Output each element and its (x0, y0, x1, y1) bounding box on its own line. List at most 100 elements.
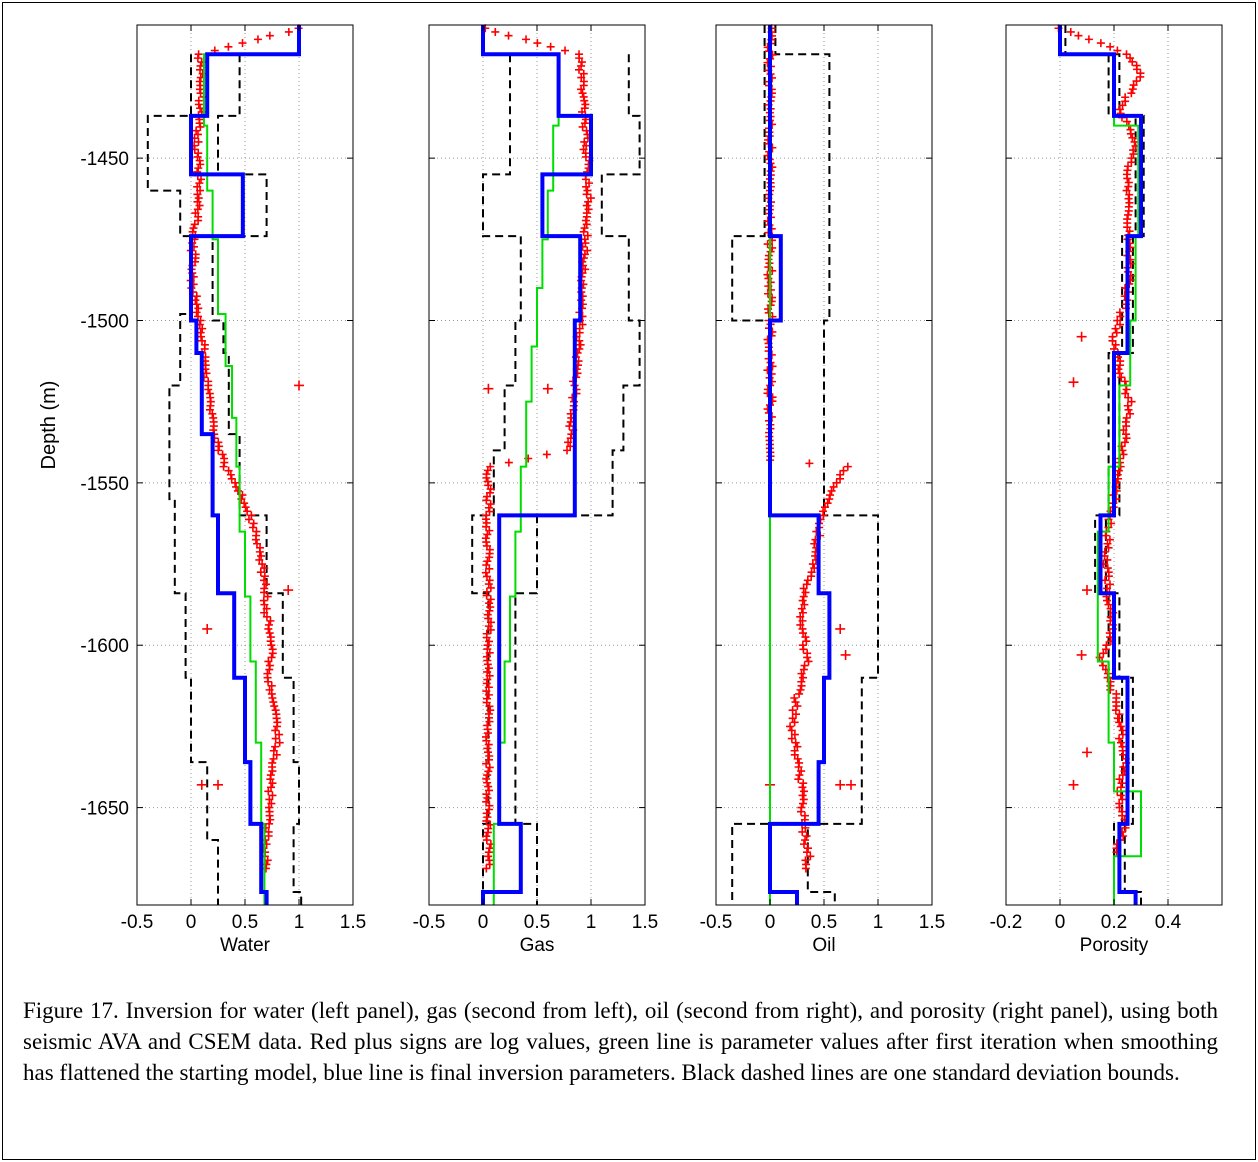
panel-3-log-point (790, 750, 799, 759)
panel-2-x-axis-label: Gas (520, 935, 555, 956)
panel-4-lower-bound (1059, 25, 1137, 905)
panel-1-log-outlier (213, 779, 223, 790)
panel-2-log-point (563, 446, 572, 455)
panel-2-log-point (482, 774, 491, 783)
panel-1-ytick-label: -1650 (80, 799, 129, 820)
panel-1-log-point (227, 474, 236, 483)
panel-3-log-point (799, 787, 808, 796)
panel-4-log-point (1101, 645, 1110, 654)
panel-1-log-point (204, 385, 213, 394)
panel-1-log-outlier (196, 779, 207, 790)
panel-3-log-point (791, 698, 800, 707)
figure-caption: Figure 17. Inversion for water (left pan… (23, 998, 1218, 1085)
panel-1-xtick-label: 0.5 (232, 912, 258, 933)
panel-3-log-point (801, 633, 810, 642)
panel-1-log-point (260, 600, 269, 609)
panel-4-x-axis-label: Porosity (1080, 935, 1149, 956)
panel-2-log-point (504, 31, 513, 40)
panel-1-log-point (189, 224, 198, 233)
panel-4-log-point (1105, 535, 1114, 544)
panel-1-log-point (270, 702, 279, 711)
panel-1-log-point (262, 612, 271, 621)
panel-2-log-point (583, 186, 592, 195)
panel-4-log-point (1118, 101, 1127, 110)
panel-2-log-outlier (542, 383, 553, 394)
panel-4-log-point (1115, 361, 1124, 370)
panel-3-log-point (798, 799, 807, 808)
panel-1-log-point (266, 815, 275, 824)
panel-2-log-point (582, 212, 591, 221)
figure-plot: -0.5 0 0.5 1 1.5 Water -1450 -1500 -1550 -1600 -16… (38, 24, 1223, 956)
panel-1-log-point (259, 576, 268, 585)
panel-4-log-point (1115, 369, 1124, 378)
panel-3-log-point (801, 864, 810, 873)
panel-1-log-point (240, 499, 249, 508)
panel-2-log-point (565, 422, 574, 431)
panel-4-log-point (1127, 89, 1136, 98)
panel-1-log-point (194, 100, 203, 109)
panel-1-log-point (195, 201, 204, 210)
panel-2-log-point (482, 473, 491, 482)
panel-2-log-point (483, 813, 492, 822)
panel-3-log-point (788, 706, 797, 715)
panel-1-lower-bound (146, 54, 219, 905)
panel-1-log-point (224, 466, 233, 475)
panel-2-log-point (578, 320, 587, 329)
panel-3-log-point (794, 762, 803, 771)
panel-4-log-point (1118, 795, 1127, 804)
panel-2-log-point (542, 450, 551, 459)
panel-4-log-point (1126, 129, 1135, 138)
panel-4-log-point (1127, 158, 1136, 167)
panel-2-log-point (491, 27, 500, 36)
panel-4-log-point (1120, 377, 1129, 386)
panel-1-log-point (264, 831, 273, 840)
panel-1-log-point (260, 564, 269, 573)
panel-1-log-point (196, 104, 205, 113)
panel-3-log-point (823, 499, 832, 508)
panel-2-log-point (484, 767, 493, 776)
panel-1-xtick-label: 1 (294, 912, 305, 933)
panel-2-log-point (485, 606, 494, 615)
panel-4-log-point (1126, 409, 1135, 418)
panel-1-log-point (193, 190, 202, 199)
panel-4-log-point (1103, 564, 1112, 573)
panel-3-log-point (799, 673, 808, 682)
panel-1-log-point (194, 304, 203, 313)
panel-4-log-point (1124, 405, 1133, 414)
panel-3-log-point (805, 459, 814, 468)
panel-4-log-point (1119, 426, 1128, 435)
panel-4-log-outlier (1076, 649, 1087, 660)
panel-3-log-point (800, 600, 809, 609)
panel-1-log-outlier (283, 585, 294, 596)
panel-4-log-point (1127, 397, 1136, 406)
panel-4-log-point (1102, 596, 1111, 605)
panel-1-log-point (260, 608, 269, 617)
panel-1-log-point (255, 555, 264, 564)
bounds-layer (146, 25, 1145, 905)
panel-4-log-point (1123, 223, 1132, 232)
panel-4-log-point (1122, 434, 1131, 443)
panel-1-log-point (268, 649, 277, 658)
panel-4-log-point (1066, 27, 1075, 36)
panel-3-log-point (802, 831, 811, 840)
panel-1-log-point (248, 523, 257, 532)
panel-4-log-point (1125, 227, 1134, 236)
panel-3-log-point (797, 669, 806, 678)
panel-4-log-point (1119, 450, 1128, 459)
panel-2-log-point (504, 458, 513, 467)
panel-3-xtick-label: 0.5 (811, 912, 837, 933)
panel-4-log-point (1096, 39, 1105, 48)
panel-3-log-point (799, 584, 808, 593)
panel-1-log-point (261, 864, 270, 873)
panel-1-log-point (251, 535, 260, 544)
panel-2-final-line (481, 25, 593, 905)
panel-1-log-point (268, 693, 277, 702)
panel-4-xtick-label: -0.2 (990, 912, 1023, 933)
panel-2-log-point (576, 340, 585, 349)
panel-1-log-point (275, 730, 284, 739)
panel-1-log-point (264, 657, 273, 666)
panel-4-log-point (1122, 186, 1131, 195)
panel-1-log-point (272, 722, 281, 731)
panel-1-log-point (196, 160, 205, 169)
panel-1-xtick-label: 1.5 (340, 912, 366, 933)
